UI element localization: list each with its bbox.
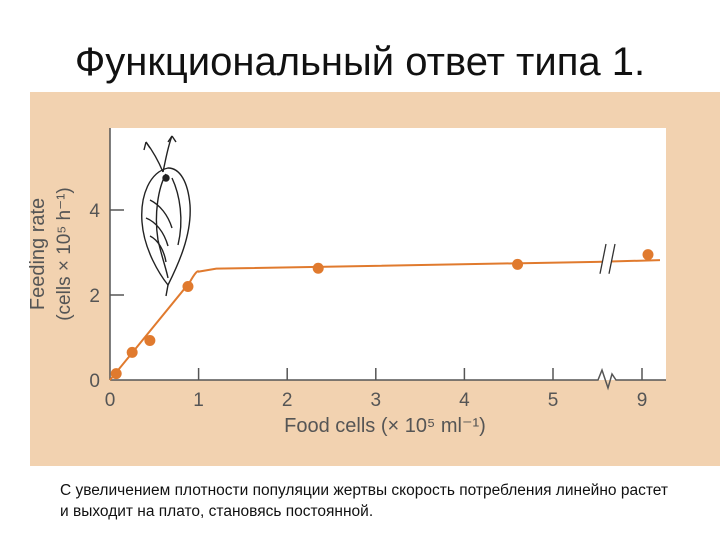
y-tick-label: 0 [89,371,100,392]
x-tick-label: 0 [105,390,116,411]
series-line [109,259,661,381]
x-tick-label: 9 [637,390,648,411]
y-axis-label-line1: Feeding rate [27,198,49,310]
data-point [312,262,324,274]
data-point [512,258,524,270]
series-break-gap [602,254,612,273]
y-axis-label-line2: (cells × 10⁵ h⁻¹) [54,187,75,321]
x-tick-label: 3 [371,390,382,411]
data-point [110,368,122,380]
daphnia-icon [141,135,191,297]
x-tick-label: 4 [459,390,470,411]
x-axis-line [110,367,666,391]
break-mark [608,243,616,274]
y-tick-label: 2 [89,286,100,307]
data-point [642,249,654,261]
y-tick-label: 4 [89,201,100,222]
x-axis-label: Food cells (× 10⁵ ml⁻¹) [284,415,486,437]
data-point [182,281,194,292]
break-mark [599,243,607,274]
data-point [126,346,138,358]
x-tick-label: 2 [282,390,293,411]
x-tick-label: 5 [548,390,559,411]
data-point [144,334,156,346]
plot-area [110,128,666,380]
slide-title: Функциональный ответ типа 1. [74,40,646,84]
slide-caption: С увеличением плотности популяции жертвы… [60,482,668,520]
x-tick-label: 1 [193,390,204,411]
caption-box [30,466,720,540]
